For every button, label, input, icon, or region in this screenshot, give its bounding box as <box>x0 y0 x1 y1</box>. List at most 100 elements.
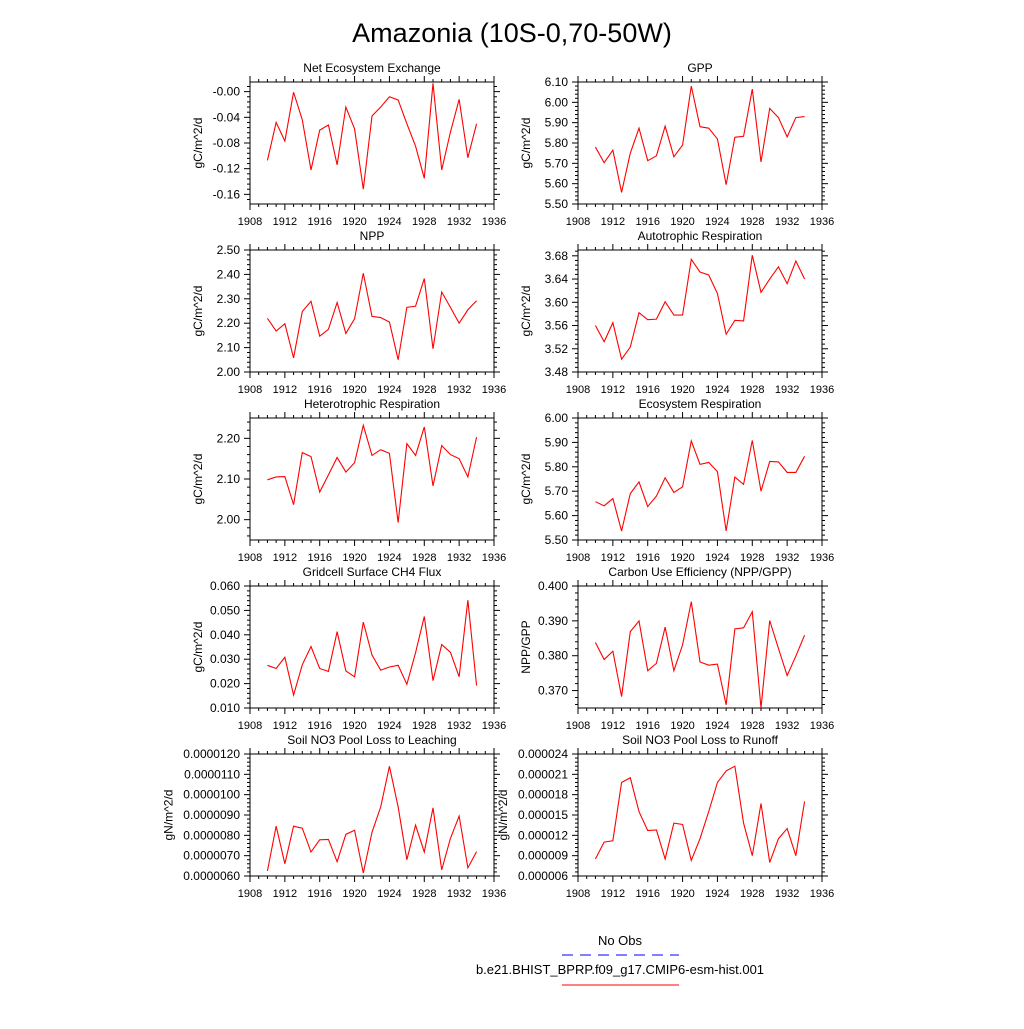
plot-frame <box>578 418 822 540</box>
x-tick-label: 1932 <box>447 552 471 564</box>
y-axis-label: gC/m^2/d <box>191 286 205 337</box>
x-tick-label: 1908 <box>238 552 262 564</box>
x-tick-label: 1928 <box>740 552 764 564</box>
x-tick-label: 1932 <box>447 216 471 228</box>
y-tick-label: -0.12 <box>213 162 241 176</box>
y-tick-label: 5.70 <box>545 484 569 498</box>
y-tick-label: 0.040 <box>210 628 240 642</box>
y-tick-label: 0.030 <box>210 652 240 666</box>
x-tick-label: 1908 <box>566 552 590 564</box>
series-line <box>595 602 804 708</box>
x-tick-label: 1916 <box>635 384 659 396</box>
panel-title: GPP <box>687 61 712 75</box>
y-tick-label: 0.0000070 <box>183 849 240 863</box>
series-line <box>595 86 804 192</box>
x-tick-label: 1928 <box>412 384 436 396</box>
plot-frame <box>250 586 494 708</box>
x-tick-label: 1924 <box>377 216 401 228</box>
legend-label-model-run: b.e21.BHIST_BPRP.f09_g17.CMIP6-esm-hist.… <box>476 962 764 977</box>
y-tick-label: 0.380 <box>538 649 568 663</box>
x-tick-label: 1920 <box>342 720 366 732</box>
x-tick-label: 1920 <box>670 888 694 900</box>
series-line <box>267 600 476 695</box>
x-tick-label: 1932 <box>447 384 471 396</box>
y-tick-label: -0.08 <box>213 136 241 150</box>
y-tick-label: 2.20 <box>217 431 241 445</box>
x-tick-label: 1936 <box>482 720 506 732</box>
x-tick-label: 1908 <box>566 888 590 900</box>
y-axis-label: gC/m^2/d <box>519 286 533 337</box>
x-tick-label: 1912 <box>601 384 625 396</box>
panel-title: Soil NO3 Pool Loss to Leaching <box>287 733 456 747</box>
x-tick-label: 1916 <box>635 888 659 900</box>
x-tick-label: 1932 <box>775 384 799 396</box>
y-tick-label: 2.50 <box>217 243 241 257</box>
y-tick-label: 0.0000060 <box>183 869 240 883</box>
panel-title: Carbon Use Efficiency (NPP/GPP) <box>608 565 791 579</box>
x-tick-label: 1916 <box>307 216 331 228</box>
plot-frame <box>578 250 822 372</box>
y-tick-label: -0.16 <box>213 187 241 201</box>
plot-frame <box>250 418 494 540</box>
y-tick-label: 5.60 <box>545 177 569 191</box>
y-tick-label: 5.80 <box>545 136 569 150</box>
series-line <box>267 425 476 522</box>
y-tick-label: 6.00 <box>545 95 569 109</box>
y-tick-label: 0.400 <box>538 579 568 593</box>
x-tick-label: 1936 <box>810 552 834 564</box>
y-tick-label: 2.00 <box>217 513 241 527</box>
x-tick-label: 1932 <box>775 720 799 732</box>
y-tick-label: 0.010 <box>210 701 240 715</box>
y-tick-label: 6.10 <box>545 75 569 89</box>
x-tick-label: 1932 <box>775 552 799 564</box>
x-tick-label: 1908 <box>238 720 262 732</box>
y-tick-label: 0.000015 <box>518 808 568 822</box>
x-tick-label: 1916 <box>307 552 331 564</box>
x-tick-label: 1928 <box>412 216 436 228</box>
series-line <box>267 273 476 360</box>
x-tick-label: 1924 <box>705 888 729 900</box>
plot-frame <box>578 82 822 204</box>
y-tick-label: -0.04 <box>213 110 241 124</box>
x-tick-label: 1936 <box>482 888 506 900</box>
series-line <box>595 440 804 531</box>
x-tick-label: 1928 <box>740 888 764 900</box>
x-tick-label: 1920 <box>670 720 694 732</box>
x-tick-label: 1936 <box>810 216 834 228</box>
y-tick-label: 0.370 <box>538 684 568 698</box>
x-tick-label: 1920 <box>342 552 366 564</box>
x-tick-label: 1936 <box>482 552 506 564</box>
x-tick-label: 1912 <box>273 384 297 396</box>
x-tick-label: 1928 <box>740 720 764 732</box>
y-tick-label: 0.0000080 <box>183 828 240 842</box>
y-tick-label: 0.000024 <box>518 747 568 761</box>
page-title: Amazonia (10S-0,70-50W) <box>352 18 672 48</box>
x-tick-label: 1924 <box>705 216 729 228</box>
x-tick-label: 1916 <box>635 720 659 732</box>
x-tick-label: 1928 <box>740 384 764 396</box>
x-tick-label: 1908 <box>238 888 262 900</box>
plot-frame <box>250 250 494 372</box>
x-tick-label: 1936 <box>810 888 834 900</box>
y-tick-label: 0.000012 <box>518 828 568 842</box>
series-line <box>267 83 476 189</box>
y-axis-label: gC/m^2/d <box>191 454 205 505</box>
x-tick-label: 1908 <box>238 384 262 396</box>
x-tick-label: 1928 <box>412 888 436 900</box>
y-axis-label: gN/m^2/d <box>162 790 176 841</box>
x-tick-label: 1916 <box>635 552 659 564</box>
plot-frame <box>578 586 822 708</box>
y-axis-label: NPP/GPP <box>519 620 533 673</box>
y-tick-label: 0.0000090 <box>183 808 240 822</box>
y-tick-label: 0.060 <box>210 579 240 593</box>
x-tick-label: 1912 <box>601 888 625 900</box>
y-axis-label: gC/m^2/d <box>191 622 205 673</box>
legend-label-no-obs: No Obs <box>598 933 643 948</box>
y-tick-label: 2.40 <box>217 267 241 281</box>
y-tick-label: 0.0000100 <box>183 788 240 802</box>
